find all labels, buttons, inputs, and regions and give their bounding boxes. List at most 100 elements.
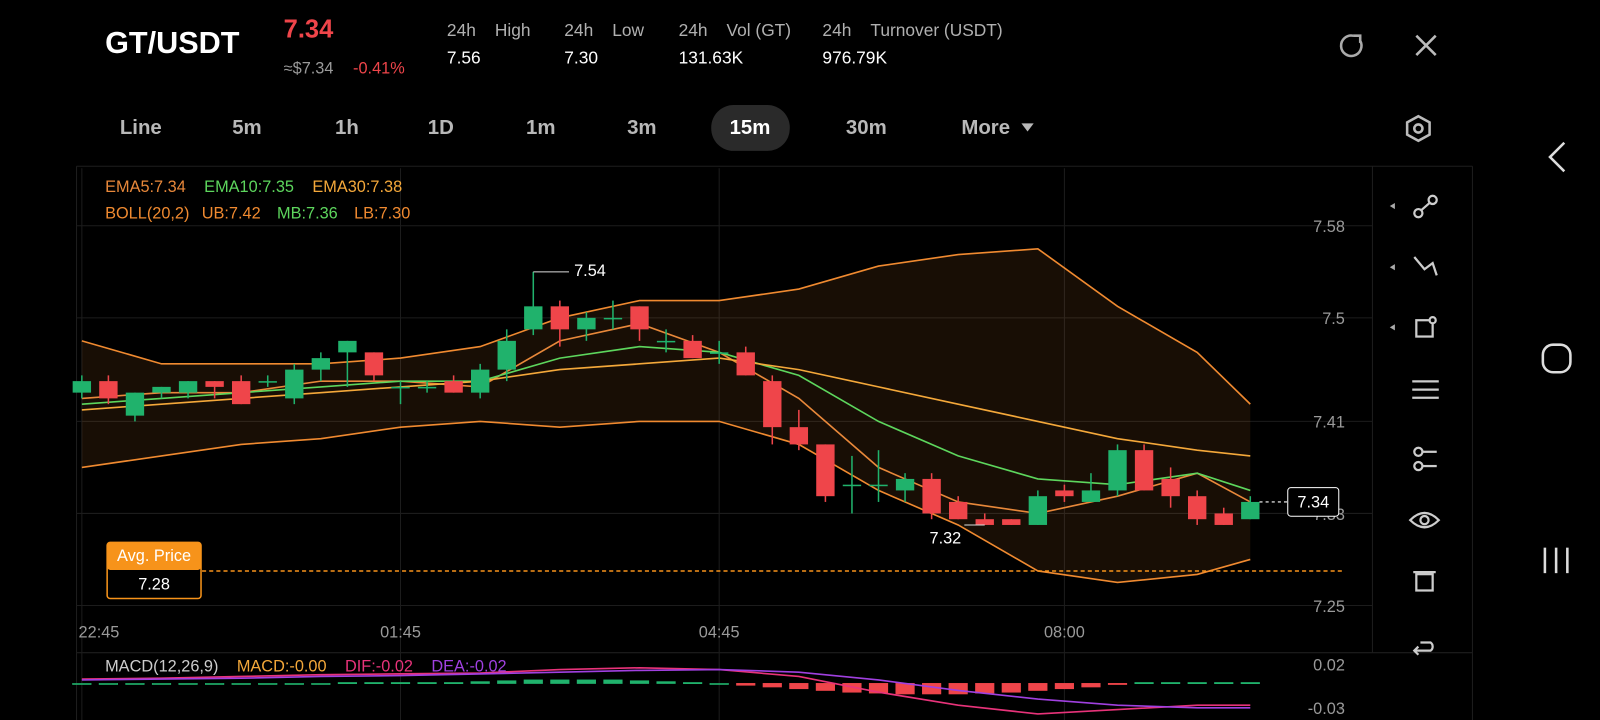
timeframe[interactable]: More [961,117,1010,139]
candle-body [683,340,702,359]
macd-y-tick-label: -0.03 [1308,700,1345,718]
ema-legend: EMA5:7.34 [105,178,186,196]
close-icon[interactable] [1415,34,1437,56]
candle-body [577,317,596,330]
tool-shape[interactable] [1389,316,1437,338]
candle-body [497,340,516,370]
macd-bar [311,683,331,685]
y-tick-label: 7.58 [1313,218,1345,236]
candle-body [922,478,941,514]
boll-band-legend: UB:7.42 [202,204,261,222]
price: 7.34 [284,15,334,43]
boll-band-legend: LB:7.30 [354,204,410,222]
ema-line [81,345,1251,492]
tool-undo[interactable] [1412,641,1434,656]
macd-legend: MACD:-0.00 [237,657,327,675]
macd-bar [948,683,968,695]
tool-sliders[interactable] [1412,380,1439,399]
macd-bar [550,679,570,684]
candle-body [470,369,490,393]
macd-legend: DIF:-0.02 [345,657,413,675]
y-tick-label: 7.25 [1313,598,1345,616]
usd-price: ≈$7.34 [284,60,334,78]
timeframe[interactable]: 1h [335,117,359,139]
macd-bar [1161,682,1181,685]
macd-line [81,668,1251,709]
tool-line[interactable] [1389,194,1438,219]
candle-body [895,478,915,491]
macd-bar [231,683,251,685]
candle-body [311,358,331,370]
candle-body [656,340,676,343]
candle-body [948,501,968,520]
candle-body [630,306,649,330]
candle-body [125,392,145,416]
candle-body [152,386,171,393]
timeframe[interactable]: 30m [846,117,887,139]
macd-bar [337,682,357,685]
stat-label: Vol (GT) [727,20,792,40]
stat-value: 7.30 [564,48,598,68]
x-tick-label: 01:45 [380,624,421,642]
candle-body [763,381,782,428]
settings-icon[interactable] [1405,114,1431,143]
tool-path[interactable] [1389,256,1438,276]
stat-period: 24h [447,20,476,40]
tool-template[interactable] [1413,446,1437,472]
candle-body [417,386,437,389]
macd-bar [922,683,942,695]
stat-label: High [495,20,531,40]
tool-delete[interactable] [1413,571,1436,592]
candle-body [285,369,304,399]
tool-visibility[interactable] [1408,511,1441,529]
macd-bar [762,683,782,688]
candle-body [709,352,729,354]
candle-body [789,427,809,445]
macd-bar [683,682,703,685]
macd-bar [603,679,623,684]
timeframe[interactable]: 1m [526,117,555,139]
toolbar [1389,194,1441,656]
nav-recents[interactable] [1543,547,1569,574]
macd-bar [1187,682,1207,685]
candle-body [869,484,888,487]
refresh-icon[interactable] [1339,34,1363,58]
stat-period: 24h [564,20,593,40]
macd-bar [98,683,118,685]
macd-bar [815,683,835,691]
macd-bar [789,683,809,690]
candle-body [1214,513,1233,525]
macd-y-tick-label: 0.02 [1313,656,1345,674]
candle-body [550,306,570,330]
candle-body [842,484,862,487]
candle-body [816,444,835,497]
timeframe[interactable]: Line [120,117,162,139]
macd-bar [205,683,225,685]
last-price-box [1287,487,1340,517]
stat-period: 24h [679,20,708,40]
timeframe[interactable]: 1D [428,117,454,139]
change: -0.41% [353,60,405,78]
candle-body [1055,490,1074,497]
nav-back[interactable] [1548,141,1566,173]
macd-bar [1028,683,1048,691]
candle-body [1081,490,1101,502]
macd-bar [1081,683,1101,688]
timeframe[interactable]: 15m [730,117,771,139]
macd-bar [470,681,490,684]
candle-body [975,519,994,525]
candle-body [178,381,198,393]
timeframe[interactable]: 3m [627,117,656,139]
boll-legend: BOLL(20,2) [105,204,189,222]
macd-legend: DEA:-0.02 [431,657,506,675]
candle-body [603,317,623,320]
candle-body [338,340,357,353]
dropdown-arrow [1021,123,1034,132]
timeframe[interactable]: 5m [232,117,261,139]
macd-bar [178,683,198,685]
stat-value: 131.63K [679,48,744,68]
nav-home[interactable] [1541,343,1572,374]
ema-line [81,322,1251,515]
avg-price-value: 7.28 [138,576,170,594]
